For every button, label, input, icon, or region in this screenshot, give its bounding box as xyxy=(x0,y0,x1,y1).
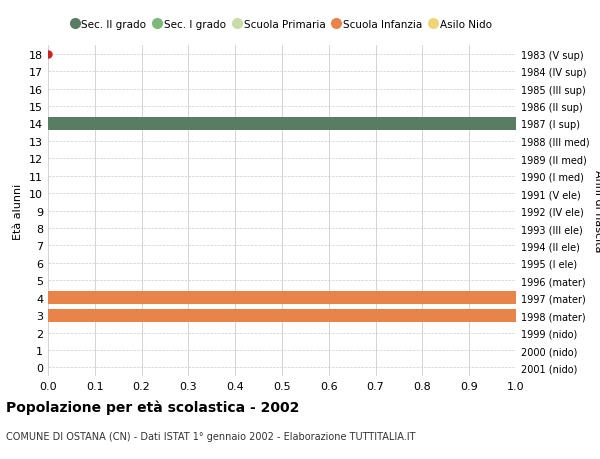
Y-axis label: Anni di nascita: Anni di nascita xyxy=(593,170,600,252)
Bar xyxy=(48,309,516,322)
Y-axis label: Età alunni: Età alunni xyxy=(13,183,23,239)
Legend: Sec. II grado, Sec. I grado, Scuola Primaria, Scuola Infanzia, Asilo Nido: Sec. II grado, Sec. I grado, Scuola Prim… xyxy=(68,16,496,34)
Bar xyxy=(48,291,516,305)
Text: COMUNE DI OSTANA (CN) - Dati ISTAT 1° gennaio 2002 - Elaborazione TUTTITALIA.IT: COMUNE DI OSTANA (CN) - Dati ISTAT 1° ge… xyxy=(6,431,415,442)
Text: Popolazione per età scolastica - 2002: Popolazione per età scolastica - 2002 xyxy=(6,399,299,414)
Bar xyxy=(48,118,516,131)
